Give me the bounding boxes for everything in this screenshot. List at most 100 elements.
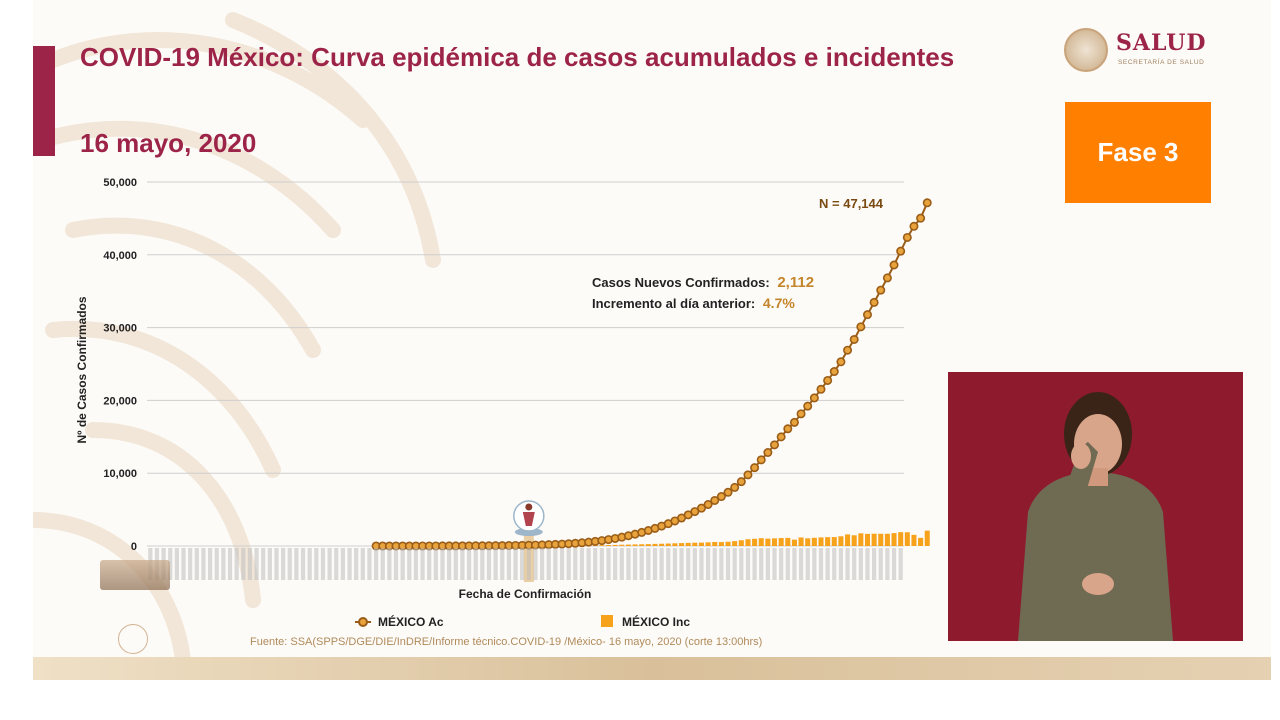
- x-tick-label: [732, 548, 737, 580]
- x-tick-label: [214, 548, 219, 580]
- incident-bar: [791, 539, 797, 546]
- heroes-logo: [100, 560, 170, 620]
- x-tick-label: [188, 548, 193, 580]
- incident-bar: [898, 532, 904, 546]
- y-tick-label: 20,000: [103, 395, 137, 407]
- interpreter-figure-icon: [1018, 392, 1173, 641]
- x-tick-label: [845, 548, 850, 580]
- x-tick-label: [340, 548, 346, 580]
- phase-badge: Fase 3: [1065, 102, 1211, 203]
- x-tick-label: [579, 548, 585, 580]
- cumulative-point: [902, 232, 912, 242]
- incident-bar: [851, 535, 857, 546]
- legend-marker-swatch: [358, 617, 368, 627]
- cumulative-point: [783, 424, 793, 434]
- new-cases-label: Casos Nuevos Confirmados:: [592, 275, 770, 290]
- x-tick-label: [546, 548, 551, 580]
- x-tick-label: [174, 548, 180, 580]
- x-tick-label: [573, 548, 578, 580]
- incident-bar: [612, 544, 618, 546]
- slide-date: 16 mayo, 2020: [80, 128, 257, 158]
- cumulative-point: [789, 417, 799, 427]
- incident-bar: [599, 545, 605, 546]
- incident-bar: [639, 544, 645, 546]
- cumulative-point: [710, 495, 720, 505]
- x-tick-label: [699, 548, 704, 580]
- cumulative-point: [776, 432, 786, 442]
- x-tick-label: [672, 548, 678, 580]
- x-tick-label: [281, 548, 286, 580]
- incident-bar: [738, 540, 744, 546]
- x-tick-label: [393, 548, 399, 580]
- x-tick-label: [559, 548, 565, 580]
- y-axis-ticks: 0 10,000 20,000 30,000 40,000 50,000: [103, 177, 137, 553]
- x-tick-label: [593, 548, 598, 580]
- increase-value: 4.7%: [763, 295, 795, 311]
- x-tick-label: [427, 548, 432, 580]
- x-tick-label: [526, 548, 531, 580]
- sign-language-interpreter-video: [948, 372, 1243, 641]
- x-tick-label: [207, 548, 213, 580]
- x-tick-label: [719, 548, 724, 580]
- cumulative-point: [909, 221, 919, 231]
- logo-subtitle: SECRETARÍA DE SALUD: [1118, 59, 1205, 66]
- x-tick-label: [460, 548, 465, 580]
- x-tick-label: [433, 548, 438, 580]
- legend-label-cumulative: MÉXICO Ac: [378, 614, 444, 629]
- y-tick-label: 10,000: [103, 468, 137, 480]
- x-tick-label: [613, 548, 618, 580]
- x-tick-label: [871, 548, 877, 580]
- x-tick-label: [646, 548, 651, 580]
- incident-bar: [732, 541, 738, 546]
- legend-label-incident: MÉXICO Inc: [622, 614, 690, 629]
- x-tick-label: [878, 548, 883, 580]
- incident-bar: [891, 533, 897, 546]
- x-tick-label: [825, 548, 830, 580]
- title-accent-bar: [33, 46, 55, 156]
- incident-bar: [632, 544, 638, 546]
- incident-bar: [679, 543, 685, 546]
- cumulative-point: [770, 440, 780, 450]
- marker-body: [522, 512, 535, 526]
- y-axis-label: Nº de Casos Confirmados: [75, 296, 89, 443]
- chart-legend: MÉXICO Ac MÉXICO Inc: [355, 614, 690, 629]
- salud-logo: SALUD SECRETARÍA DE SALUD: [1064, 28, 1224, 74]
- x-tick-label: [307, 548, 312, 580]
- cumulative-point: [896, 246, 906, 256]
- source-note: Fuente: SSA(SPPS/DGE/DIE/InDRE/Informe t…: [250, 636, 763, 648]
- x-tick-label: [201, 548, 206, 580]
- x-tick-label: [327, 548, 332, 580]
- y-tick-label: 40,000: [103, 250, 137, 262]
- x-tick-label: [287, 548, 292, 580]
- x-tick-label: [234, 548, 239, 580]
- incident-bar: [818, 537, 824, 546]
- incident-bar: [858, 533, 864, 546]
- x-tick-label: [261, 548, 266, 580]
- incident-bar: [884, 533, 890, 546]
- x-tick-label: [785, 548, 790, 580]
- x-tick-label: [865, 548, 870, 580]
- bottom-seal-icon: [118, 624, 148, 654]
- x-tick-label: [739, 548, 744, 580]
- x-tick-label: [898, 548, 903, 580]
- incident-bar: [652, 543, 658, 546]
- x-tick-label: [486, 548, 492, 580]
- new-cases-annotation: Casos Nuevos Confirmados: 2,112: [592, 274, 814, 291]
- incident-bar: [918, 537, 924, 546]
- x-tick-label: [407, 548, 412, 580]
- incident-bar: [765, 538, 771, 546]
- incident-bar: [692, 542, 698, 546]
- cumulative-point: [922, 198, 932, 208]
- x-tick-label: [387, 548, 392, 580]
- new-cases-value: 2,112: [777, 274, 814, 291]
- x-tick-label: [566, 548, 571, 580]
- cumulative-point: [849, 334, 859, 344]
- x-tick-label: [241, 548, 246, 580]
- x-tick-label: [194, 548, 199, 580]
- cumulative-point: [869, 297, 879, 307]
- x-tick-label: [533, 548, 538, 580]
- cumulative-point: [823, 375, 833, 385]
- incident-bar: [924, 530, 930, 546]
- x-tick-label: [473, 548, 478, 580]
- x-tick-label: [632, 548, 638, 580]
